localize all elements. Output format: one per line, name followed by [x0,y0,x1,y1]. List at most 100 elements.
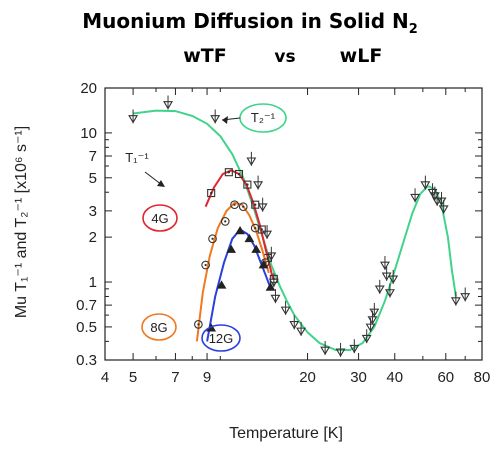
x-tick-label: 30 [350,369,367,386]
chart-subtitle-vs: vs [274,47,295,67]
data-point [207,189,216,198]
data-point [367,316,378,325]
annotation-t2: T₂⁻¹ [221,103,287,133]
data-point [163,101,173,110]
annotation-8g: 8G [141,313,177,341]
chart-subtitle-wtf: wTF [183,45,227,67]
data-point [253,181,264,190]
x-tick-label: 60 [437,369,454,386]
x-tick-label: 5 [129,369,137,386]
data-point [335,348,346,357]
data-point [258,260,269,269]
y-tick-label: 0.3 [76,352,97,369]
data-point [250,223,260,233]
chart-subtitle-wlf: wLF [340,45,383,67]
data-point [230,200,239,210]
data-point-dot [227,171,231,174]
y-tick-label: 5 [89,170,97,187]
annotation-t1: T₁⁻¹ [125,150,165,187]
data-point [384,289,395,298]
series-8g [194,200,270,342]
data-point-dot [197,323,200,326]
x-tick-label: 80 [474,369,491,386]
data-point [262,230,273,240]
fit-curve [204,169,274,280]
data-point [388,275,399,284]
data-point-dot [237,172,241,176]
x-tick-label: 4 [101,369,109,386]
data-point [280,306,291,316]
series-4g [204,168,278,283]
series-t2-1 [128,95,471,357]
annotation-t2-label: T₂⁻¹ [251,110,276,125]
data-point-dot [242,205,245,208]
data-point [379,261,390,271]
annotation-12g: 12G [201,324,241,352]
plot-frame [104,87,483,361]
annotation-4g: 4G [142,204,178,232]
y-axis-label: Mu T₁⁻¹ and T₂⁻¹ [x10⁶ s⁻¹] [13,126,30,318]
data-point [420,181,431,190]
data-point-dot [233,203,236,206]
data-point-dot [204,263,207,267]
data-point [369,308,380,318]
y-tick-label: 7 [89,148,97,165]
data-point [320,346,331,356]
data-point [374,285,385,294]
data-point [243,180,252,189]
data-point [265,282,276,291]
data-point-dot [224,220,227,223]
annotation-4g-label: 4G [151,211,168,226]
data-point [128,115,139,124]
data-point [210,115,221,124]
y-tick-label: 2 [89,229,97,246]
data-point [257,225,266,234]
data-point [201,260,210,270]
series-12g [206,225,276,342]
y-tick-label: 0.7 [76,297,97,314]
data-point [238,202,248,212]
x-tick-label: 40 [386,369,403,386]
data-point [251,244,262,253]
data-point [349,344,360,354]
data-point [244,233,255,243]
chart-title: Muonium Diffusion in Solid N2 [82,9,418,37]
data-point [381,272,392,281]
x-ticks: 4 5 7 9 20 30 40 60 80 [101,88,491,386]
fit-curve [132,109,457,351]
data-point [234,169,244,179]
data-point [226,244,237,253]
data-point-dot [246,183,249,186]
data-point [365,323,376,333]
data-point-dot [266,256,270,260]
series-layer [128,95,471,357]
data-point [220,217,230,226]
data-point [194,320,203,329]
data-point [450,297,461,306]
data-point-dot [272,277,276,281]
data-point [257,203,268,212]
data-point-dot [211,237,214,240]
y-ticks: 0.3 0.5 0.7 1 2 3 5 7 10 20 [76,80,482,369]
data-point [216,280,227,289]
x-tick-label: 20 [299,369,316,386]
data-point [269,274,278,283]
data-point [460,293,471,302]
data-point-dot [254,226,257,230]
data-point [270,294,281,304]
data-point-dot [254,203,257,206]
x-tick-label: 9 [203,369,211,386]
data-point [438,205,449,214]
x-tick-label: 7 [171,369,179,386]
data-point [410,193,421,203]
data-point [296,327,307,337]
data-point-dot [209,191,213,195]
data-point [246,157,257,166]
y-tick-label: 10 [80,125,97,142]
data-point [235,225,245,235]
data-point [251,200,260,209]
annotation-8g-label: 8G [150,320,167,335]
y-tick-label: 20 [80,80,97,97]
annotation-t1-label: T₁⁻¹ [125,150,149,165]
